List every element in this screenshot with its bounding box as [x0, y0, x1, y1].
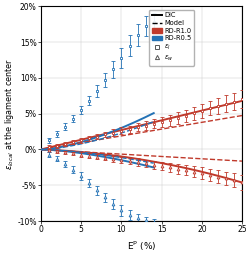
Legend: DIC, Model, RD-R1.0, RD-R0.5, $\varepsilon_l$, $\varepsilon_w$: DIC, Model, RD-R1.0, RD-R0.5, $\varepsil…: [149, 10, 194, 66]
Y-axis label: $\varepsilon_{local}$ at the ligament center: $\varepsilon_{local}$ at the ligament ce…: [3, 58, 16, 170]
X-axis label: E$^{\rm P}$ (%): E$^{\rm P}$ (%): [127, 240, 156, 253]
